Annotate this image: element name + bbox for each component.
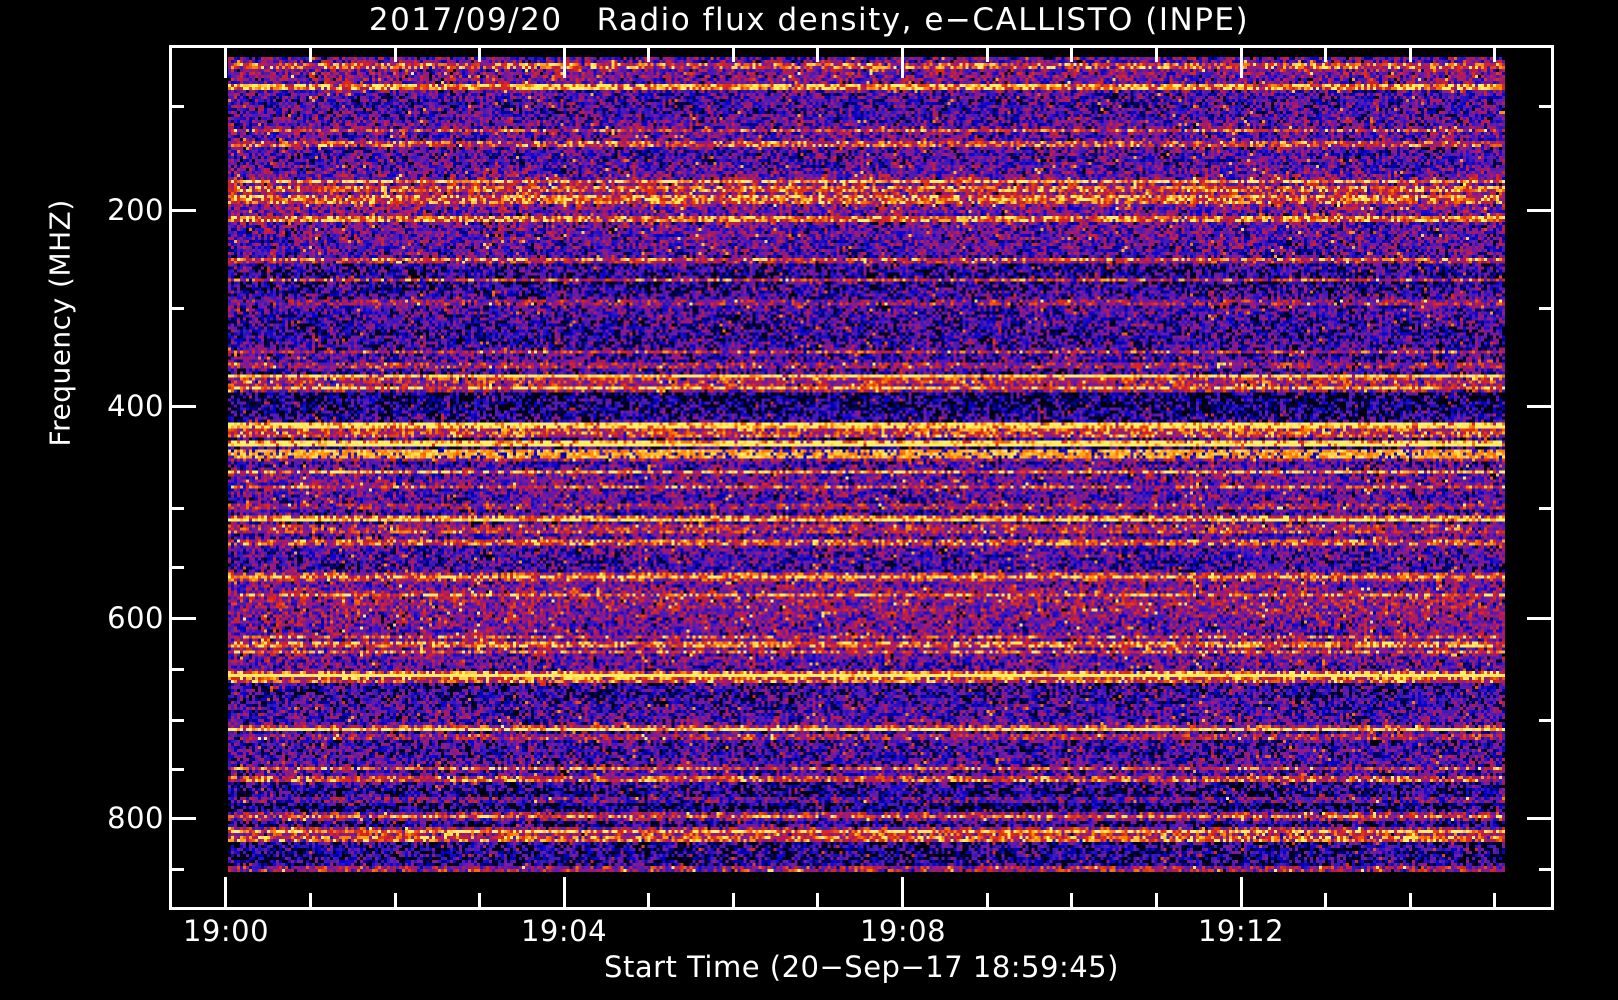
x-tick-major-1900 (224, 877, 227, 910)
y-tick-minor (169, 307, 184, 310)
x-tick-minor (394, 893, 397, 910)
x-tick-minor-top (647, 45, 650, 62)
x-tick-minor (1070, 893, 1073, 910)
y-tick-minor (169, 105, 184, 108)
y-tick-minor (169, 507, 184, 510)
x-tick-major-top (1240, 45, 1243, 78)
x-axis-title: Start Time (20−Sep−17 18:59:45) (604, 950, 1119, 984)
x-tick-label-1904: 19:04 (520, 914, 608, 948)
y-tick-major-600 (169, 617, 196, 620)
x-tick-minor (986, 893, 989, 910)
y-tick-minor (169, 668, 184, 671)
figure-title: 2017/09/20 Radio flux density, e−CALLIST… (368, 2, 1250, 38)
y-tick-minor-right (1539, 307, 1554, 310)
x-tick-minor-top (1324, 45, 1327, 62)
x-tick-major-top (901, 45, 904, 78)
y-tick-major-200 (169, 209, 196, 212)
x-tick-minor (1493, 893, 1496, 910)
x-tick-minor (732, 893, 735, 910)
x-tick-minor (1324, 893, 1327, 910)
y-tick-major-right (1527, 817, 1554, 820)
x-tick-minor (816, 893, 819, 910)
x-tick-minor-top (816, 45, 819, 62)
x-tick-label-1908: 19:08 (859, 914, 947, 948)
y-tick-label-800: 800 (107, 801, 164, 835)
x-tick-major-1908 (901, 877, 904, 910)
x-tick-minor (478, 893, 481, 910)
x-tick-major-1912 (1240, 877, 1243, 910)
y-tick-label-400: 400 (107, 389, 164, 423)
y-tick-major-right (1527, 617, 1554, 620)
y-tick-major-400 (169, 405, 196, 408)
y-tick-minor-right (1539, 105, 1554, 108)
x-tick-minor-top (309, 45, 312, 62)
y-axis-title: Frequency (MHZ) (43, 199, 77, 447)
x-tick-major-top (563, 45, 566, 78)
x-tick-minor (309, 893, 312, 910)
y-tick-minor-right (1539, 719, 1554, 722)
y-tick-major-right (1527, 209, 1554, 212)
spectrogram-canvas (228, 57, 1505, 872)
x-tick-minor-top (986, 45, 989, 62)
x-tick-minor-top (732, 45, 735, 62)
x-tick-minor (1409, 893, 1412, 910)
y-tick-label-600: 600 (107, 601, 164, 635)
y-tick-minor (169, 768, 184, 771)
x-tick-minor-top (1070, 45, 1073, 62)
y-tick-major-right (1527, 405, 1554, 408)
x-tick-minor-top (478, 45, 481, 62)
x-tick-major-top (224, 45, 227, 78)
x-tick-minor (647, 893, 650, 910)
spectrogram-data-area (228, 57, 1505, 872)
y-tick-minor (169, 719, 184, 722)
y-tick-major-800 (169, 817, 196, 820)
x-tick-major-1904 (563, 877, 566, 910)
y-tick-minor-right (1539, 507, 1554, 510)
y-tick-minor (169, 566, 184, 569)
x-tick-minor-top (1409, 45, 1412, 62)
y-tick-label-200: 200 (107, 193, 164, 227)
x-tick-minor-top (394, 45, 397, 62)
x-tick-minor-top (1155, 45, 1158, 62)
x-tick-minor (1155, 893, 1158, 910)
x-tick-label-1912: 19:12 (1197, 914, 1285, 948)
y-tick-minor-right (1539, 868, 1554, 871)
x-tick-minor-top (1493, 45, 1496, 62)
x-tick-label-1900: 19:00 (182, 914, 270, 948)
y-tick-minor (169, 868, 184, 871)
